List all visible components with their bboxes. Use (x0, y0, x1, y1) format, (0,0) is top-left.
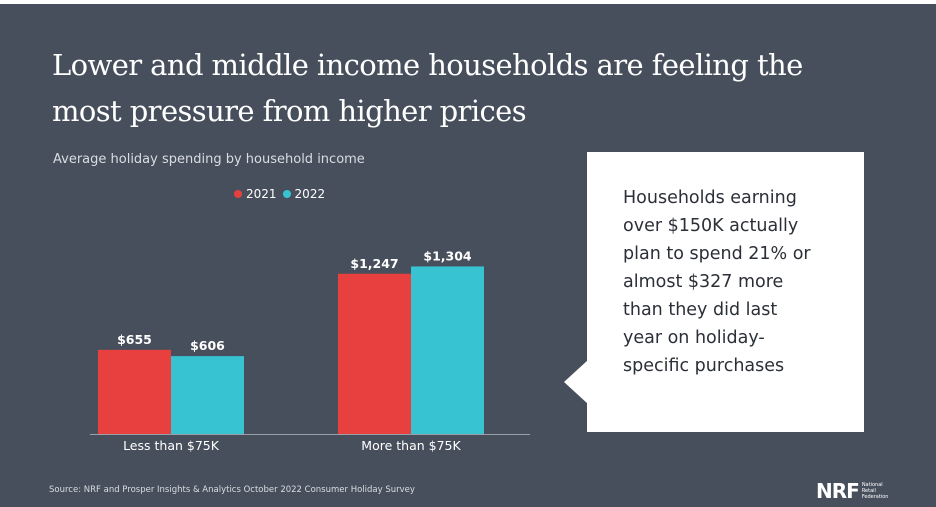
bar-2022-1 (171, 356, 244, 434)
logo-subtext-line: National (861, 482, 883, 488)
slide-title: Lower and middle income households are f… (52, 48, 803, 128)
logo-subtext-line: Federation (861, 494, 889, 500)
logo-mark: NRF (816, 479, 860, 503)
logo-subtext: National Retail Federation (862, 482, 889, 500)
bar-2021-2 (338, 273, 411, 434)
chart-legend: 2021 2022 (234, 187, 325, 201)
callout-line: plan to spend 21% or (623, 244, 811, 264)
legend-dot-2022-icon (282, 190, 291, 198)
callout-line: almost $327 more (623, 272, 784, 292)
legend-dot-2021-icon (234, 190, 242, 198)
callout-text: Households earning over $150K actually p… (623, 184, 843, 380)
legend-item-2022: 2022 (282, 187, 326, 201)
bar-2022-2 (411, 266, 484, 434)
callout-line: specific purchases (623, 356, 785, 376)
callout-pointer-icon (564, 360, 588, 404)
nrf-logo: NRF National Retail Federation (816, 479, 888, 503)
bar-2021-1 (98, 349, 171, 434)
logo-subtext-line: Retail (861, 488, 876, 494)
chart-subtitle: Average holiday spending by household in… (53, 152, 365, 167)
callout-line: Households earning (623, 188, 797, 208)
data-label: $655 (117, 332, 152, 347)
category-label: Less than $75K (123, 438, 220, 453)
data-label: $1,304 (423, 248, 472, 263)
category-label: More than $75K (361, 438, 461, 453)
legend-label-2022: 2022 (294, 187, 326, 201)
data-label: $606 (190, 338, 225, 353)
callout-line: year on holiday- (623, 328, 765, 348)
data-label: $1,247 (350, 256, 398, 271)
legend-label-2021: 2021 (246, 187, 277, 201)
callout-box: Households earning over $150K actually p… (587, 152, 864, 432)
legend-item-2021: 2021 (234, 187, 277, 201)
source-note: Source: NRF and Prosper Insights & Analy… (49, 485, 415, 495)
callout-line: than they did last (623, 300, 778, 320)
callout-line: over $150K actually (623, 216, 799, 236)
